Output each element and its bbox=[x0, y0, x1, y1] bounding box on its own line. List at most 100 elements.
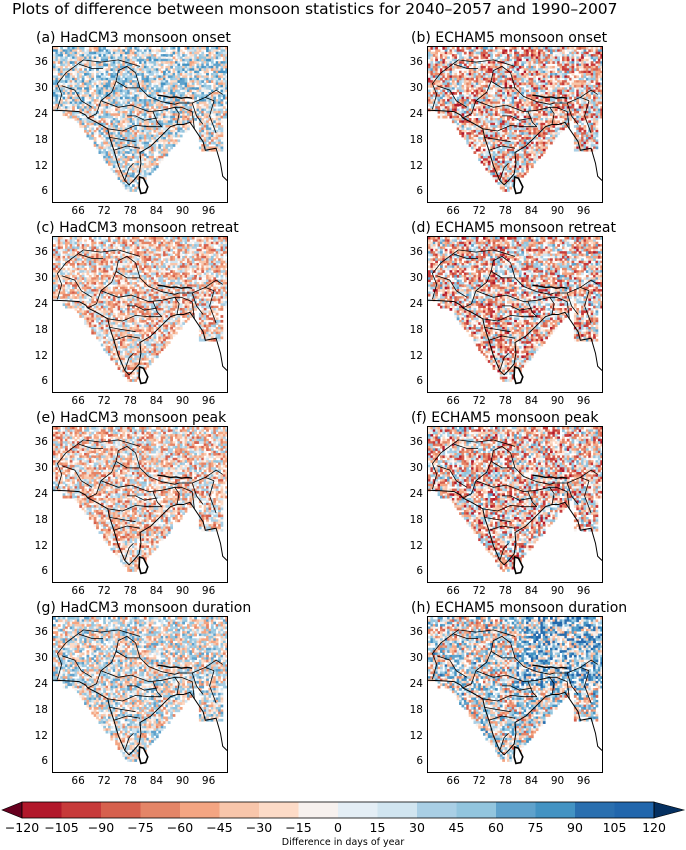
difference-cell bbox=[105, 110, 109, 114]
difference-cell bbox=[86, 92, 90, 95]
difference-cell bbox=[521, 127, 525, 131]
difference-cell bbox=[165, 65, 169, 69]
difference-cell bbox=[62, 80, 66, 83]
difference-cell bbox=[533, 108, 537, 112]
difference-cell bbox=[172, 61, 176, 64]
difference-cell bbox=[528, 61, 532, 64]
difference-cell bbox=[526, 56, 529, 60]
difference-cell bbox=[155, 108, 159, 112]
difference-cell bbox=[497, 106, 501, 109]
difference-cell bbox=[526, 146, 529, 150]
difference-cell bbox=[564, 80, 568, 83]
difference-cell bbox=[143, 120, 147, 124]
difference-cell bbox=[72, 49, 75, 53]
difference-cell bbox=[471, 82, 474, 86]
difference-cell bbox=[511, 75, 515, 79]
difference-cell bbox=[516, 84, 520, 88]
difference-cell bbox=[91, 80, 95, 83]
difference-cell bbox=[129, 137, 133, 140]
difference-cell bbox=[177, 65, 181, 69]
difference-cell bbox=[112, 96, 116, 100]
difference-cell bbox=[449, 113, 453, 117]
difference-cell bbox=[153, 165, 157, 169]
difference-cell bbox=[497, 80, 501, 83]
difference-cell bbox=[456, 127, 460, 131]
difference-cell bbox=[129, 61, 133, 64]
difference-cell bbox=[117, 170, 121, 173]
difference-cell bbox=[215, 92, 219, 95]
difference-cell bbox=[530, 56, 534, 60]
difference-cell bbox=[153, 127, 157, 131]
difference-cell bbox=[507, 106, 510, 109]
difference-cell bbox=[557, 92, 560, 95]
difference-cell bbox=[571, 68, 575, 72]
difference-cell bbox=[160, 113, 164, 117]
difference-cell bbox=[545, 120, 548, 124]
difference-cell bbox=[158, 82, 162, 86]
difference-cell bbox=[175, 51, 178, 55]
difference-cell bbox=[141, 47, 145, 50]
difference-cell bbox=[132, 120, 135, 124]
difference-cell bbox=[461, 106, 465, 109]
difference-cell bbox=[588, 118, 592, 121]
difference-cell bbox=[153, 49, 157, 53]
difference-cell bbox=[141, 92, 145, 95]
difference-cell bbox=[511, 127, 515, 131]
difference-cell bbox=[550, 132, 553, 135]
difference-cell bbox=[127, 56, 130, 60]
difference-cell bbox=[127, 141, 130, 145]
difference-cell bbox=[55, 80, 59, 83]
difference-cell bbox=[141, 61, 145, 64]
difference-cell bbox=[112, 134, 116, 138]
difference-cell bbox=[65, 80, 68, 83]
difference-cell bbox=[437, 70, 441, 74]
difference-cell bbox=[538, 77, 541, 81]
difference-cell bbox=[490, 129, 493, 133]
difference-cell bbox=[475, 134, 479, 138]
difference-map bbox=[428, 47, 602, 195]
difference-cell bbox=[155, 49, 159, 53]
difference-cell bbox=[124, 167, 128, 171]
difference-cell bbox=[511, 65, 515, 69]
difference-cell bbox=[98, 134, 102, 138]
difference-cell bbox=[473, 137, 477, 140]
difference-cell bbox=[184, 56, 188, 60]
difference-cell bbox=[495, 94, 498, 98]
difference-cell bbox=[179, 129, 183, 133]
difference-cell bbox=[67, 49, 71, 53]
difference-cell bbox=[483, 87, 486, 91]
difference-cell bbox=[478, 73, 481, 76]
difference-cell bbox=[115, 99, 118, 102]
difference-cell bbox=[490, 120, 493, 124]
difference-cell bbox=[182, 73, 185, 76]
difference-cell bbox=[170, 132, 173, 135]
difference-cell bbox=[93, 101, 97, 105]
difference-cell bbox=[129, 87, 133, 91]
difference-cell bbox=[120, 113, 123, 117]
difference-cell bbox=[67, 63, 71, 67]
difference-cell bbox=[91, 134, 95, 138]
difference-cell bbox=[213, 54, 217, 57]
difference-cell bbox=[98, 151, 102, 154]
difference-cell bbox=[122, 129, 126, 133]
difference-cell bbox=[155, 87, 159, 91]
difference-cell bbox=[588, 54, 592, 57]
difference-cell bbox=[492, 75, 496, 79]
difference-cell bbox=[65, 54, 68, 57]
difference-cell bbox=[471, 146, 474, 150]
difference-cell bbox=[60, 70, 63, 74]
difference-cell bbox=[466, 108, 470, 112]
difference-cell bbox=[172, 94, 176, 98]
difference-cell bbox=[528, 58, 532, 62]
difference-cell bbox=[516, 137, 520, 140]
difference-cell bbox=[69, 110, 73, 114]
difference-cell bbox=[110, 113, 114, 117]
difference-cell bbox=[134, 56, 138, 60]
difference-cell bbox=[148, 158, 152, 162]
difference-cell bbox=[526, 115, 529, 119]
difference-cell bbox=[141, 68, 145, 72]
difference-cell bbox=[103, 101, 106, 105]
difference-cell bbox=[220, 99, 224, 102]
difference-cell bbox=[143, 141, 147, 145]
difference-cell bbox=[215, 56, 219, 60]
